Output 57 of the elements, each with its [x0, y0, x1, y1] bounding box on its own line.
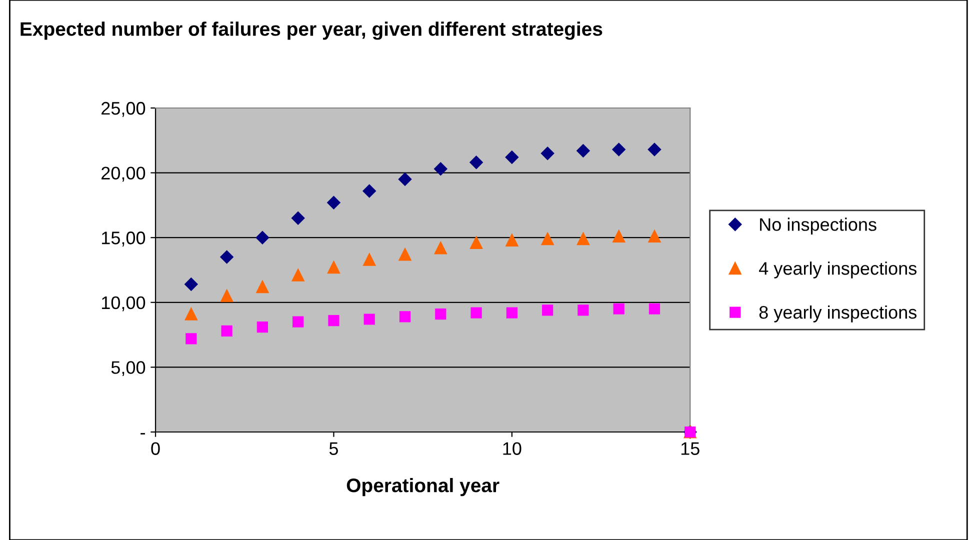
legend-label: 8 yearly inspections	[759, 306, 917, 322]
point	[363, 253, 376, 266]
point	[542, 304, 554, 316]
point	[220, 290, 234, 302]
x-tick-label: 5	[329, 442, 338, 455]
point	[256, 321, 268, 333]
y-tick-label: 25,00	[102, 102, 146, 117]
chart-title: Expected number of failures per year, given different strategies	[20, 22, 602, 40]
point	[364, 314, 375, 325]
point	[506, 307, 518, 318]
point	[221, 325, 232, 336]
y-tick-label: 15,00	[102, 232, 146, 246]
point	[506, 234, 518, 246]
point	[220, 250, 234, 264]
point	[578, 304, 589, 316]
point	[327, 196, 340, 210]
point	[576, 144, 590, 158]
point	[648, 230, 661, 243]
point	[470, 236, 483, 250]
y-tick-label: -	[140, 433, 145, 434]
point	[256, 231, 270, 244]
x-tick-label: 10	[503, 442, 522, 455]
point	[186, 333, 197, 344]
point	[434, 242, 447, 254]
legend-label: 4 yearly inspections	[759, 262, 917, 278]
point	[184, 308, 198, 320]
point	[470, 307, 482, 318]
point	[541, 232, 554, 246]
point	[184, 278, 198, 291]
point	[612, 230, 626, 243]
y-tick-label: 5,00	[111, 361, 146, 376]
point	[292, 316, 304, 328]
point	[327, 261, 340, 274]
x-tick-label: 15	[681, 442, 700, 455]
x-axis-title: Operational year	[346, 478, 500, 496]
point	[434, 162, 448, 176]
point	[612, 142, 626, 156]
x-tick-label: 0	[151, 442, 160, 455]
point	[648, 142, 662, 156]
y-tick-label: 10,00	[102, 296, 146, 312]
point	[291, 212, 305, 225]
point	[399, 311, 411, 322]
point	[613, 303, 624, 314]
point	[505, 150, 519, 164]
point	[256, 280, 269, 294]
y-tick-label: 20,00	[102, 166, 146, 182]
point	[398, 172, 412, 186]
point	[328, 314, 340, 326]
point	[576, 232, 590, 246]
point	[362, 184, 376, 198]
point	[292, 268, 304, 282]
point	[540, 146, 554, 160]
point	[648, 303, 660, 314]
legend-label: No inspections	[760, 218, 876, 234]
point	[470, 156, 483, 170]
point	[435, 308, 446, 320]
point	[398, 248, 412, 261]
